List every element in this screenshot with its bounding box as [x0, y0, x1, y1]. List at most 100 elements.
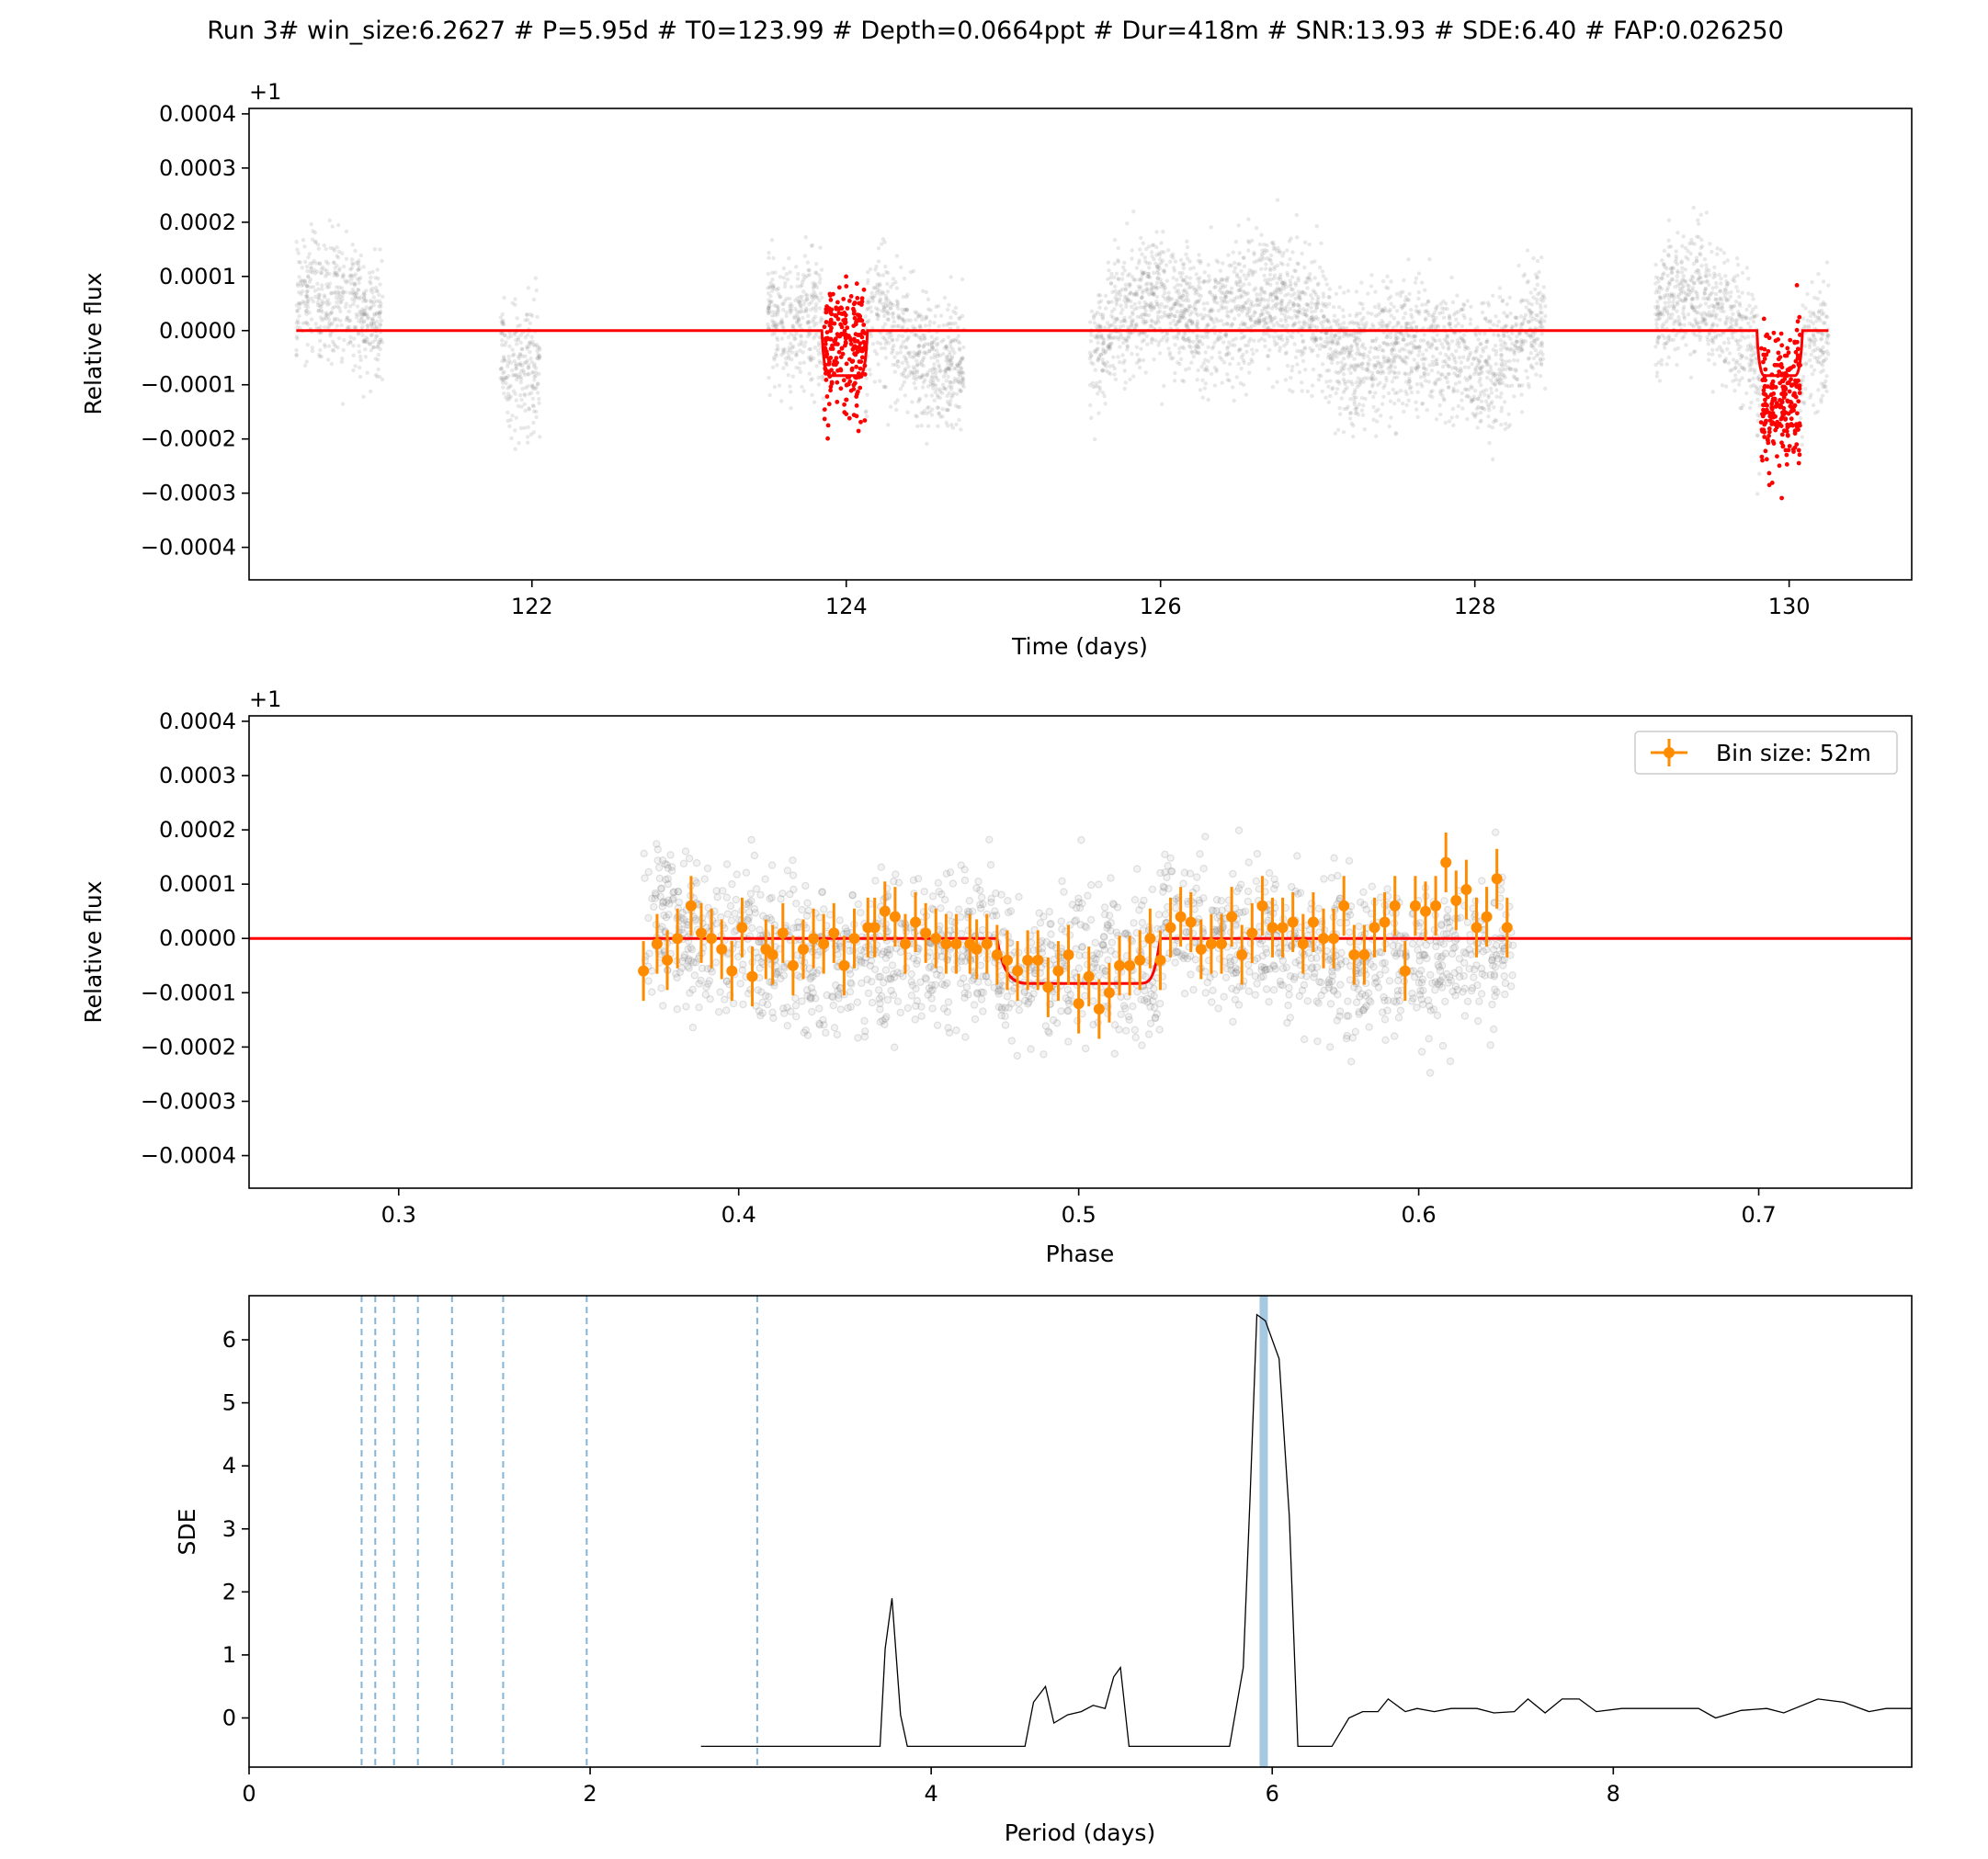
- flux-point: [530, 383, 535, 389]
- flux-point: [1811, 402, 1816, 408]
- flux-point: [1531, 316, 1536, 321]
- flux-point: [870, 325, 875, 331]
- flux-point: [1359, 344, 1365, 349]
- flux-point: [1414, 324, 1419, 330]
- flux-point: [1346, 353, 1351, 357]
- flux-point: [504, 375, 508, 380]
- flux-point: [1409, 369, 1414, 375]
- flux-point: [1751, 307, 1755, 312]
- flux-point: [1304, 277, 1310, 281]
- flux-point: [1096, 300, 1101, 305]
- flux-point: [1242, 264, 1247, 268]
- flux-point: [1528, 290, 1533, 295]
- flux-point: [1358, 382, 1362, 388]
- flux-point: [1392, 359, 1397, 364]
- flux-point: [1665, 286, 1671, 290]
- flux-point: [921, 289, 926, 293]
- flux-point: [1129, 299, 1133, 304]
- flux-point: [1534, 361, 1539, 366]
- flux-point: [319, 308, 324, 312]
- flux-point: [816, 341, 822, 346]
- flux-point: [917, 397, 922, 402]
- flux-point: [1275, 334, 1280, 339]
- flux-point: [527, 341, 531, 346]
- flux-point: [777, 383, 782, 388]
- flux-point: [1131, 292, 1137, 297]
- flux-point: [1244, 300, 1249, 305]
- flux-point: [503, 343, 507, 347]
- flux-point: [1393, 432, 1399, 436]
- flux-point: [500, 343, 505, 347]
- flux-point: [1139, 276, 1144, 281]
- flux-point: [1137, 278, 1142, 282]
- flux-point: [1102, 337, 1107, 343]
- flux-point: [1740, 270, 1745, 276]
- flux-point: [1149, 282, 1154, 287]
- flux-point: [1386, 286, 1391, 290]
- flux-point: [778, 295, 783, 300]
- flux-point: [1491, 457, 1495, 461]
- flux-point: [1439, 342, 1444, 346]
- flux-point: [502, 369, 506, 374]
- flux-point: [296, 260, 301, 265]
- flux-point: [885, 289, 891, 294]
- flux-point: [370, 286, 375, 291]
- flux-point: [1527, 308, 1531, 312]
- flux-point: [1534, 276, 1539, 280]
- flux-point: [1277, 323, 1281, 328]
- flux-point: [1171, 255, 1176, 260]
- flux-point: [518, 333, 524, 337]
- flux-point: [1744, 391, 1749, 396]
- flux-point: [1655, 300, 1660, 304]
- flux-point: [1157, 253, 1163, 257]
- flux-point: [535, 348, 540, 353]
- flux-point: [516, 354, 521, 359]
- flux-point: [1233, 297, 1237, 301]
- flux-point: [1208, 289, 1212, 294]
- flux-point: [914, 311, 919, 315]
- flux-point: [1132, 307, 1137, 312]
- flux-point: [370, 290, 375, 295]
- flux-point: [1140, 269, 1144, 274]
- flux-point: [1263, 306, 1267, 312]
- flux-point: [1676, 322, 1681, 326]
- flux-point: [1205, 334, 1210, 340]
- flux-point: [871, 286, 876, 290]
- flux-point: [1534, 372, 1539, 377]
- flux-point: [1279, 300, 1285, 306]
- flux-point: [365, 316, 370, 321]
- flux-point: [1710, 390, 1715, 394]
- flux-point: [1278, 318, 1284, 323]
- flux-point: [369, 389, 373, 394]
- flux-point: [795, 296, 800, 300]
- flux-point: [1375, 369, 1380, 375]
- flux-point: [374, 345, 380, 349]
- flux-point: [1185, 292, 1189, 297]
- flux-point: [322, 243, 326, 248]
- flux-point: [335, 255, 341, 260]
- flux-point: [1177, 319, 1183, 323]
- flux-point: [1268, 267, 1273, 273]
- flux-point: [880, 346, 884, 351]
- flux-point: [341, 272, 346, 277]
- flux-point: [1267, 314, 1273, 319]
- flux-point: [874, 352, 880, 357]
- flux-point: [960, 378, 966, 382]
- flux-point: [1526, 320, 1531, 324]
- flux-point: [307, 252, 312, 256]
- flux-point: [319, 354, 324, 359]
- flux-point: [1103, 348, 1108, 354]
- flux-point: [1235, 274, 1240, 278]
- flux-point: [771, 255, 776, 261]
- flux-point: [1427, 393, 1433, 398]
- flux-point: [1283, 351, 1289, 356]
- flux-point: [1177, 346, 1182, 351]
- flux-point: [1386, 356, 1391, 360]
- flux-point: [516, 335, 521, 340]
- flux-point: [368, 307, 372, 312]
- flux-point: [1737, 378, 1743, 383]
- flux-point: [1098, 352, 1103, 357]
- flux-point: [1732, 357, 1736, 362]
- flux-point: [946, 361, 950, 366]
- flux-point: [518, 425, 524, 431]
